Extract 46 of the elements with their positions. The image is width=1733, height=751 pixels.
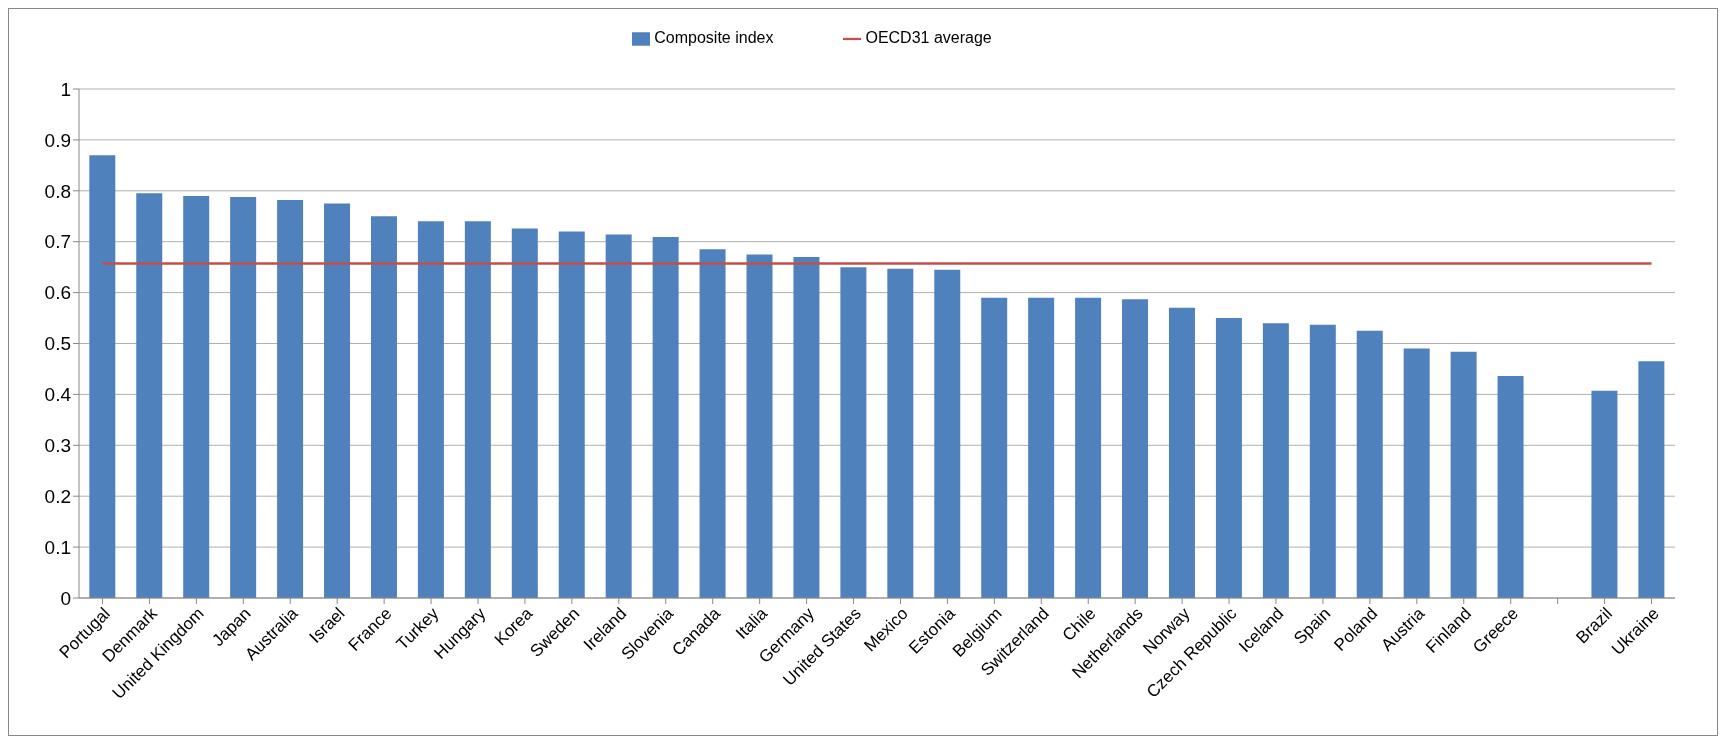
bar	[652, 237, 679, 598]
bar	[89, 155, 116, 598]
bar	[1168, 307, 1195, 598]
bar	[793, 256, 820, 598]
bar	[417, 221, 444, 598]
y-tick-label: 0.1	[44, 536, 71, 558]
y-tick-label: 0	[60, 587, 71, 609]
y-tick-label: 1	[60, 78, 71, 100]
bar	[324, 203, 351, 598]
bar	[934, 269, 961, 598]
y-tick-label: 0.7	[44, 231, 71, 253]
bar	[558, 231, 585, 598]
bar	[1262, 323, 1289, 598]
bar	[1028, 297, 1055, 598]
y-tick-label: 0.3	[44, 435, 71, 457]
bar	[699, 249, 726, 598]
bar	[464, 221, 491, 598]
bar	[136, 193, 163, 598]
y-tick-label: 0.5	[44, 333, 71, 355]
bar	[1403, 348, 1430, 598]
bar	[746, 254, 773, 598]
bar	[887, 268, 914, 598]
y-tick-label: 0.2	[44, 485, 71, 507]
bar	[1215, 318, 1242, 598]
legend-label: OECD31 average	[865, 29, 992, 46]
y-tick-label: 0.9	[44, 129, 71, 151]
y-tick-label: 0.8	[44, 180, 71, 202]
bar	[370, 216, 397, 598]
legend-label: Composite index	[654, 29, 774, 46]
y-tick-label: 0.6	[44, 282, 71, 304]
y-tick-label: 0.4	[44, 384, 72, 406]
bar	[1075, 297, 1102, 598]
bar	[605, 234, 632, 598]
bar	[277, 199, 304, 598]
bar	[1638, 361, 1665, 598]
bar	[1450, 351, 1477, 598]
bar	[1309, 324, 1336, 598]
bar	[230, 196, 257, 598]
bar	[1122, 299, 1149, 598]
bar	[1591, 390, 1618, 598]
bar	[1356, 330, 1383, 598]
bar	[183, 195, 210, 598]
bar	[511, 228, 538, 598]
bar	[840, 267, 867, 598]
bar	[981, 297, 1008, 598]
bar	[1497, 376, 1524, 598]
